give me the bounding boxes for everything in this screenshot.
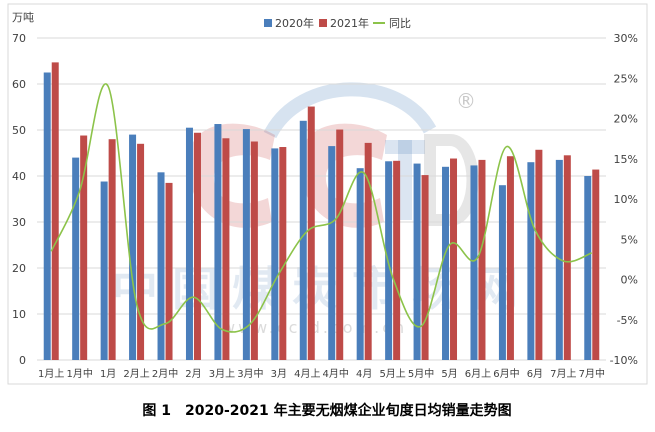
y-left-tick-label: 50: [12, 124, 26, 137]
x-tick-label: 6月中: [493, 367, 519, 380]
x-tick-label: 1月中: [66, 367, 92, 380]
x-tick-label: 3月: [271, 368, 287, 380]
bar-2021: [308, 107, 315, 360]
legend-label-yoy: 同比: [389, 17, 411, 30]
y-left-tick-label: 40: [12, 170, 26, 183]
bar-2020: [499, 185, 506, 360]
y-right-tick-label: 0%: [621, 274, 638, 287]
bar-2021: [478, 160, 485, 360]
bar-2021: [222, 138, 229, 360]
y-right-tick-label: 20%: [614, 113, 638, 126]
x-tick-label: 1月: [100, 368, 116, 380]
bar-2020: [414, 164, 421, 360]
bar-2021: [279, 147, 286, 360]
watermark-name: 中国煤炭市场网: [112, 262, 532, 316]
x-tick-label: 6月: [527, 368, 543, 380]
bar-2021: [535, 150, 542, 360]
bar-2020: [72, 158, 79, 360]
x-tick-label: 4月中: [323, 367, 349, 380]
bar-2021: [137, 144, 144, 360]
y-right-tick-label: -10%: [610, 354, 638, 367]
figure-caption: 图 1 2020-2021 年主要无烟煤企业旬度日均销量走势图: [142, 402, 511, 419]
bar-2021: [450, 159, 457, 360]
x-tick-label: 1月上: [38, 368, 64, 380]
bar-2020: [158, 172, 165, 360]
bar-2021: [194, 133, 201, 360]
bar-2020: [129, 135, 136, 360]
y-left-tick-label: 60: [12, 78, 26, 91]
watermark-registered-mark: ®: [456, 89, 476, 113]
y-right-tick-label: 30%: [614, 32, 638, 45]
x-tick-label: 5月上: [379, 368, 405, 380]
bar-2020: [271, 148, 278, 360]
y-right-tick-label: 10%: [614, 193, 638, 206]
bar-2020: [470, 165, 477, 360]
x-tick-label: 2月上: [123, 368, 149, 380]
x-tick-label: 4月上: [294, 368, 320, 380]
x-tick-label: 3月中: [237, 367, 263, 380]
x-tick-label: 4月: [356, 368, 372, 380]
bar-2021: [109, 139, 116, 360]
x-tick-label: 6月上: [465, 368, 491, 380]
y-left-tick-label: 30: [12, 216, 26, 229]
legend-label-2020: 2020年: [275, 16, 314, 30]
bar-2020: [186, 128, 193, 360]
bar-2020: [300, 121, 307, 360]
legend-label-2021: 2021年: [330, 16, 369, 30]
bar-2021: [166, 183, 173, 360]
bar-2021: [592, 170, 599, 360]
bar-2020: [527, 162, 534, 360]
y-right-tick-label: 5%: [621, 233, 638, 246]
y-right-tick-label: 15%: [614, 153, 638, 166]
y-left-unit: 万吨: [12, 11, 34, 24]
bar-2020: [442, 167, 449, 360]
bar-2021: [393, 161, 400, 360]
bar-2020: [584, 176, 591, 360]
y-left-tick-label: 10: [12, 308, 26, 321]
bar-2020: [101, 182, 108, 360]
x-tick-label: 7月上: [550, 368, 576, 380]
x-tick-label: 2月中: [152, 367, 178, 380]
bar-2020: [357, 168, 364, 360]
legend-swatch-2020: [264, 19, 272, 27]
bar-2021: [80, 136, 87, 360]
bar-2021: [52, 62, 59, 360]
x-tick-label: 7月中: [579, 367, 605, 380]
y-left-tick-label: 70: [12, 32, 26, 45]
legend: 2020年 2021年 同比: [264, 16, 411, 30]
x-tick-label: 5月中: [408, 367, 434, 380]
bar-2021: [251, 142, 258, 361]
x-tick-label: 3月上: [209, 368, 235, 380]
bar-2021: [564, 155, 571, 360]
x-tick-label: 2月: [185, 368, 201, 380]
x-tick-label: 5月: [441, 368, 457, 380]
legend-swatch-2021: [319, 19, 327, 27]
y-left-tick-label: 0: [19, 354, 26, 367]
y-right-tick-label: -5%: [617, 314, 638, 327]
bar-2021: [422, 175, 429, 360]
bar-2020: [214, 124, 221, 360]
y-right-tick-label: 25%: [614, 72, 638, 85]
bar-2021: [336, 130, 343, 360]
bar-2021: [507, 156, 514, 360]
bar-2020: [44, 73, 51, 361]
y-left-tick-label: 20: [12, 262, 26, 275]
bar-2020: [328, 146, 335, 360]
